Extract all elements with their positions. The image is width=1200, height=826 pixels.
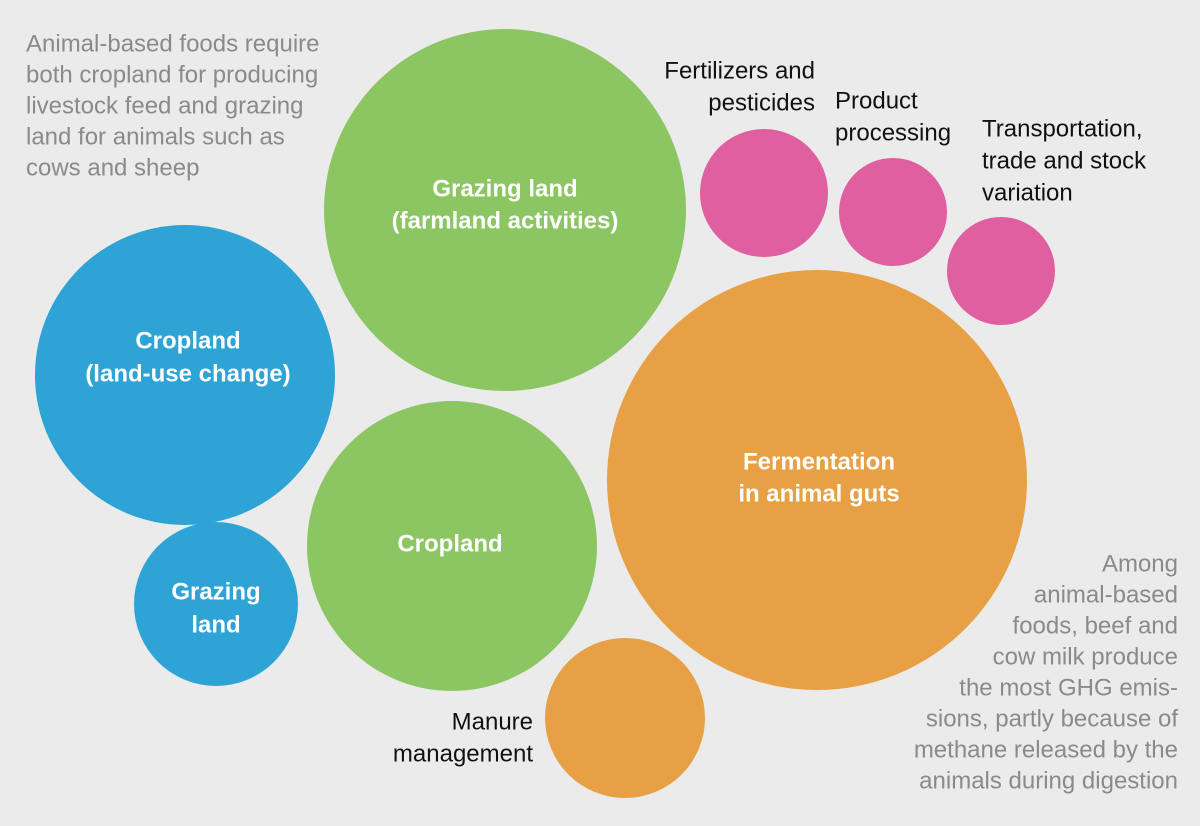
bubble xyxy=(839,158,947,266)
note-line: Animal-based foods require xyxy=(26,30,320,57)
bubble xyxy=(545,638,705,798)
bubble-label: trade and stock xyxy=(982,147,1147,174)
note-line: animal-based xyxy=(1034,581,1178,608)
bubble-label: Fermentation xyxy=(743,448,895,475)
note-line: methane released by the xyxy=(914,736,1178,763)
bubble-label: management xyxy=(393,740,533,767)
note-line: foods, beef and xyxy=(1013,612,1178,639)
notes: Animal-based foods require both cropland … xyxy=(26,30,1178,794)
bubble-label: Grazing xyxy=(171,578,260,605)
bubble-label: Cropland xyxy=(397,530,502,557)
bubble-label: land xyxy=(191,611,240,638)
note-line: cow milk produce xyxy=(993,643,1178,670)
note-line: land for animals such as xyxy=(26,123,285,150)
bubble-label: Manure xyxy=(452,708,533,735)
bubble-label: Fertilizers and xyxy=(664,57,815,84)
note-line: the most GHG emis- xyxy=(959,674,1178,701)
bubble xyxy=(947,217,1055,325)
note-line: cows and sheep xyxy=(26,154,199,181)
note-line: both cropland for producing xyxy=(26,61,318,88)
bubble-label: (farmland activities) xyxy=(392,207,619,234)
note-line: sions, partly because of xyxy=(926,705,1178,732)
note-line: animals during digestion xyxy=(919,767,1178,794)
bubble xyxy=(35,225,335,525)
bubble-label: in animal guts xyxy=(738,480,899,507)
bubble-label: variation xyxy=(982,179,1073,206)
bubble xyxy=(607,270,1027,690)
bubble xyxy=(307,401,597,691)
bubble xyxy=(700,129,828,257)
bubble-label: (land-use change) xyxy=(85,360,290,387)
bubble-label: Grazing land xyxy=(432,175,577,202)
bubble-label: processing xyxy=(835,119,951,146)
bubble-label: pesticides xyxy=(708,89,815,116)
bubble xyxy=(324,29,686,391)
note-line: Among xyxy=(1102,550,1178,577)
bubble-label: Cropland xyxy=(135,327,240,354)
bubble-label: Product xyxy=(835,87,918,114)
note-line: livestock feed and grazing xyxy=(26,92,304,119)
bubble xyxy=(134,522,298,686)
bubble-label: Transportation, xyxy=(982,115,1143,142)
